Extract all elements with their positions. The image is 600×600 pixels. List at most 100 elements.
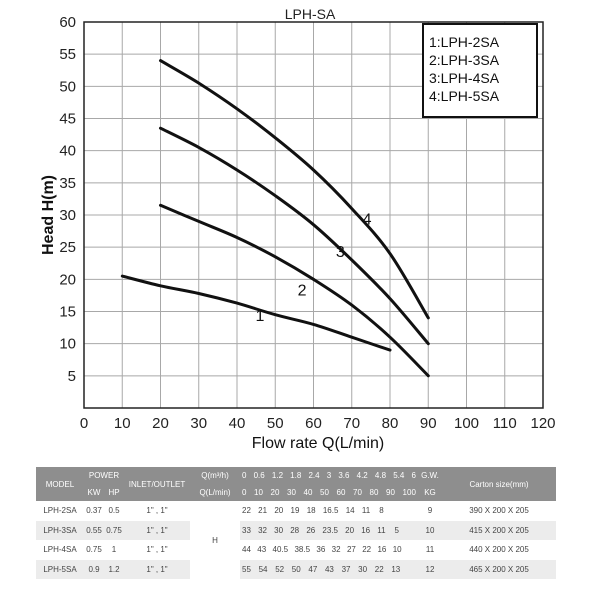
q-value: 60 [336, 488, 346, 497]
head-value: 21 [258, 506, 268, 516]
head-value: 27 [346, 545, 356, 555]
head-value: 54 [258, 564, 268, 574]
series-label-4: 4 [363, 212, 372, 229]
inlet-cell: 1" , 1" [146, 545, 168, 555]
y-tick-label: 30 [59, 207, 76, 224]
legend-entry: 1:LPH-2SA [429, 34, 500, 50]
head-value: 44 [242, 545, 251, 555]
kw-cell: 0.37 [86, 506, 102, 516]
head-values-cell: 44 43 40.5 38.5 36 32 27 22 16 10 [240, 540, 418, 560]
col-header-kg: KG [418, 484, 442, 501]
head-value: 52 [275, 564, 285, 574]
x-tick-label: 80 [382, 415, 399, 432]
hp-cell: 1 [111, 545, 117, 555]
table-row: LPH-2SA 0.37 0.5 1" , 1" H 22 21 20 19 18 16.5 14 11… [36, 501, 556, 579]
series-line-1 [120, 274, 392, 352]
q-value: 4.8 [374, 471, 387, 480]
head-value: 20 [274, 506, 284, 516]
legend-box [422, 23, 538, 118]
y-axis-label: Head H(m) [40, 175, 57, 255]
y-tick-label: 5 [68, 368, 76, 385]
col-header-kw: KW [84, 484, 104, 501]
q-value: 1.8 [290, 471, 302, 480]
col-header-carton: Carton size(mm) [442, 467, 556, 501]
head-value [393, 506, 401, 515]
carton-cell: 465 X 200 X 205 [442, 559, 556, 579]
head-value: 13 [391, 564, 401, 574]
head-value [408, 565, 416, 574]
y-tick-label: 35 [59, 175, 76, 192]
head-value: 16.5 [322, 506, 339, 516]
col-header-power: POWER [84, 467, 124, 484]
q-value: 0 [242, 471, 247, 480]
q-l-values: 0 10 20 30 40 50 60 70 80 90 100 [240, 484, 418, 501]
col-header-inlet: INLET/OUTLET [124, 467, 190, 501]
head-value: 5 [394, 525, 399, 535]
gw-cell: 9 [427, 506, 433, 516]
head-value: 36 [316, 545, 326, 555]
head-value: 18 [306, 506, 316, 516]
x-tick-label: 60 [305, 415, 322, 432]
head-value: 43 [257, 545, 267, 555]
head-value [408, 526, 416, 535]
head-value [408, 506, 416, 515]
q-value: 70 [353, 488, 362, 497]
x-tick-labels: 0 10 20 30 40 50 60 70 80 90 100 110 120 [80, 415, 556, 432]
series-line-3 [159, 126, 430, 346]
q-value: 10 [254, 488, 263, 497]
head-value: 47 [308, 564, 318, 574]
carton-cell: 390 X 200 X 205 [469, 506, 529, 516]
q-value: 0.6 [253, 471, 265, 480]
table-row: LPH-5SA 0.9 1.2 1" , 1" 55 54 52 50 47 43 37 30 22 13… [36, 559, 556, 579]
q-value: 5.4 [393, 471, 405, 480]
head-value: 10 [392, 545, 402, 555]
table-row: LPH-4SA 0.75 1 1" , 1" 44 43 40.5 38.5 36 32 27 22 1… [36, 540, 556, 560]
x-tick-label: 70 [343, 415, 360, 432]
y-tick-label: 25 [59, 239, 76, 256]
head-value: 16 [361, 525, 371, 535]
q-value: 50 [320, 488, 329, 497]
head-value: 16 [377, 545, 387, 555]
q-value: 3 [326, 471, 332, 480]
head-value: 8 [379, 506, 384, 516]
x-tick-label: 20 [152, 415, 169, 432]
head-value [408, 545, 416, 554]
model-cell: LPH-5SA [36, 559, 84, 579]
head-label-cell: H [190, 501, 240, 579]
kw-cell: 0.75 [86, 545, 102, 555]
kw-cell: 0.9 [84, 559, 104, 579]
head-value: 14 [345, 506, 355, 516]
x-axis-label: Flow rate Q(L/min) [252, 435, 384, 452]
x-tick-label: 40 [229, 415, 246, 432]
legend-entry: 4:LPH-5SA [429, 88, 500, 104]
head-value: 19 [290, 506, 300, 516]
y-tick-label: 10 [59, 336, 76, 353]
q-m3-values: 0 0.6 1.2 1.8 2.4 3 3.6 4.2 4.8 5.4 6 [240, 467, 418, 484]
q-value: 1.2 [271, 471, 284, 480]
q-value: 90 [386, 488, 395, 497]
q-value: 40 [303, 488, 313, 497]
series-label-2: 2 [298, 282, 307, 299]
legend-entry: 3:LPH-4SA [429, 70, 500, 86]
series-lines [120, 59, 430, 378]
q-value: 2.4 [308, 471, 320, 480]
head-value: 32 [258, 525, 267, 535]
series-line-2 [159, 203, 430, 378]
head-value: 23.5 [322, 525, 338, 535]
gw-cell: 12 [418, 559, 442, 579]
q-value: 100 [402, 488, 416, 497]
head-value: 20 [345, 525, 355, 535]
legend: 1:LPH-2SA 2:LPH-3SA 3:LPH-4SA 4:LPH-5SA [422, 23, 538, 118]
head-value: 11 [377, 525, 386, 535]
gw-cell: 10 [418, 520, 442, 540]
head-value: 22 [242, 506, 251, 516]
model-cell: LPH-2SA [43, 506, 77, 516]
y-tick-label: 50 [59, 78, 76, 95]
head-value: 22 [362, 545, 372, 555]
head-value: 43 [324, 564, 334, 574]
x-tick-label: 0 [80, 415, 88, 432]
col-header-hp: HP [104, 484, 124, 501]
performance-chart: LPH-SA 0 10 20 30 40 50 60 70 80 90 100 110 120 5101… [40, 6, 556, 452]
x-tick-label: 100 [454, 415, 479, 432]
